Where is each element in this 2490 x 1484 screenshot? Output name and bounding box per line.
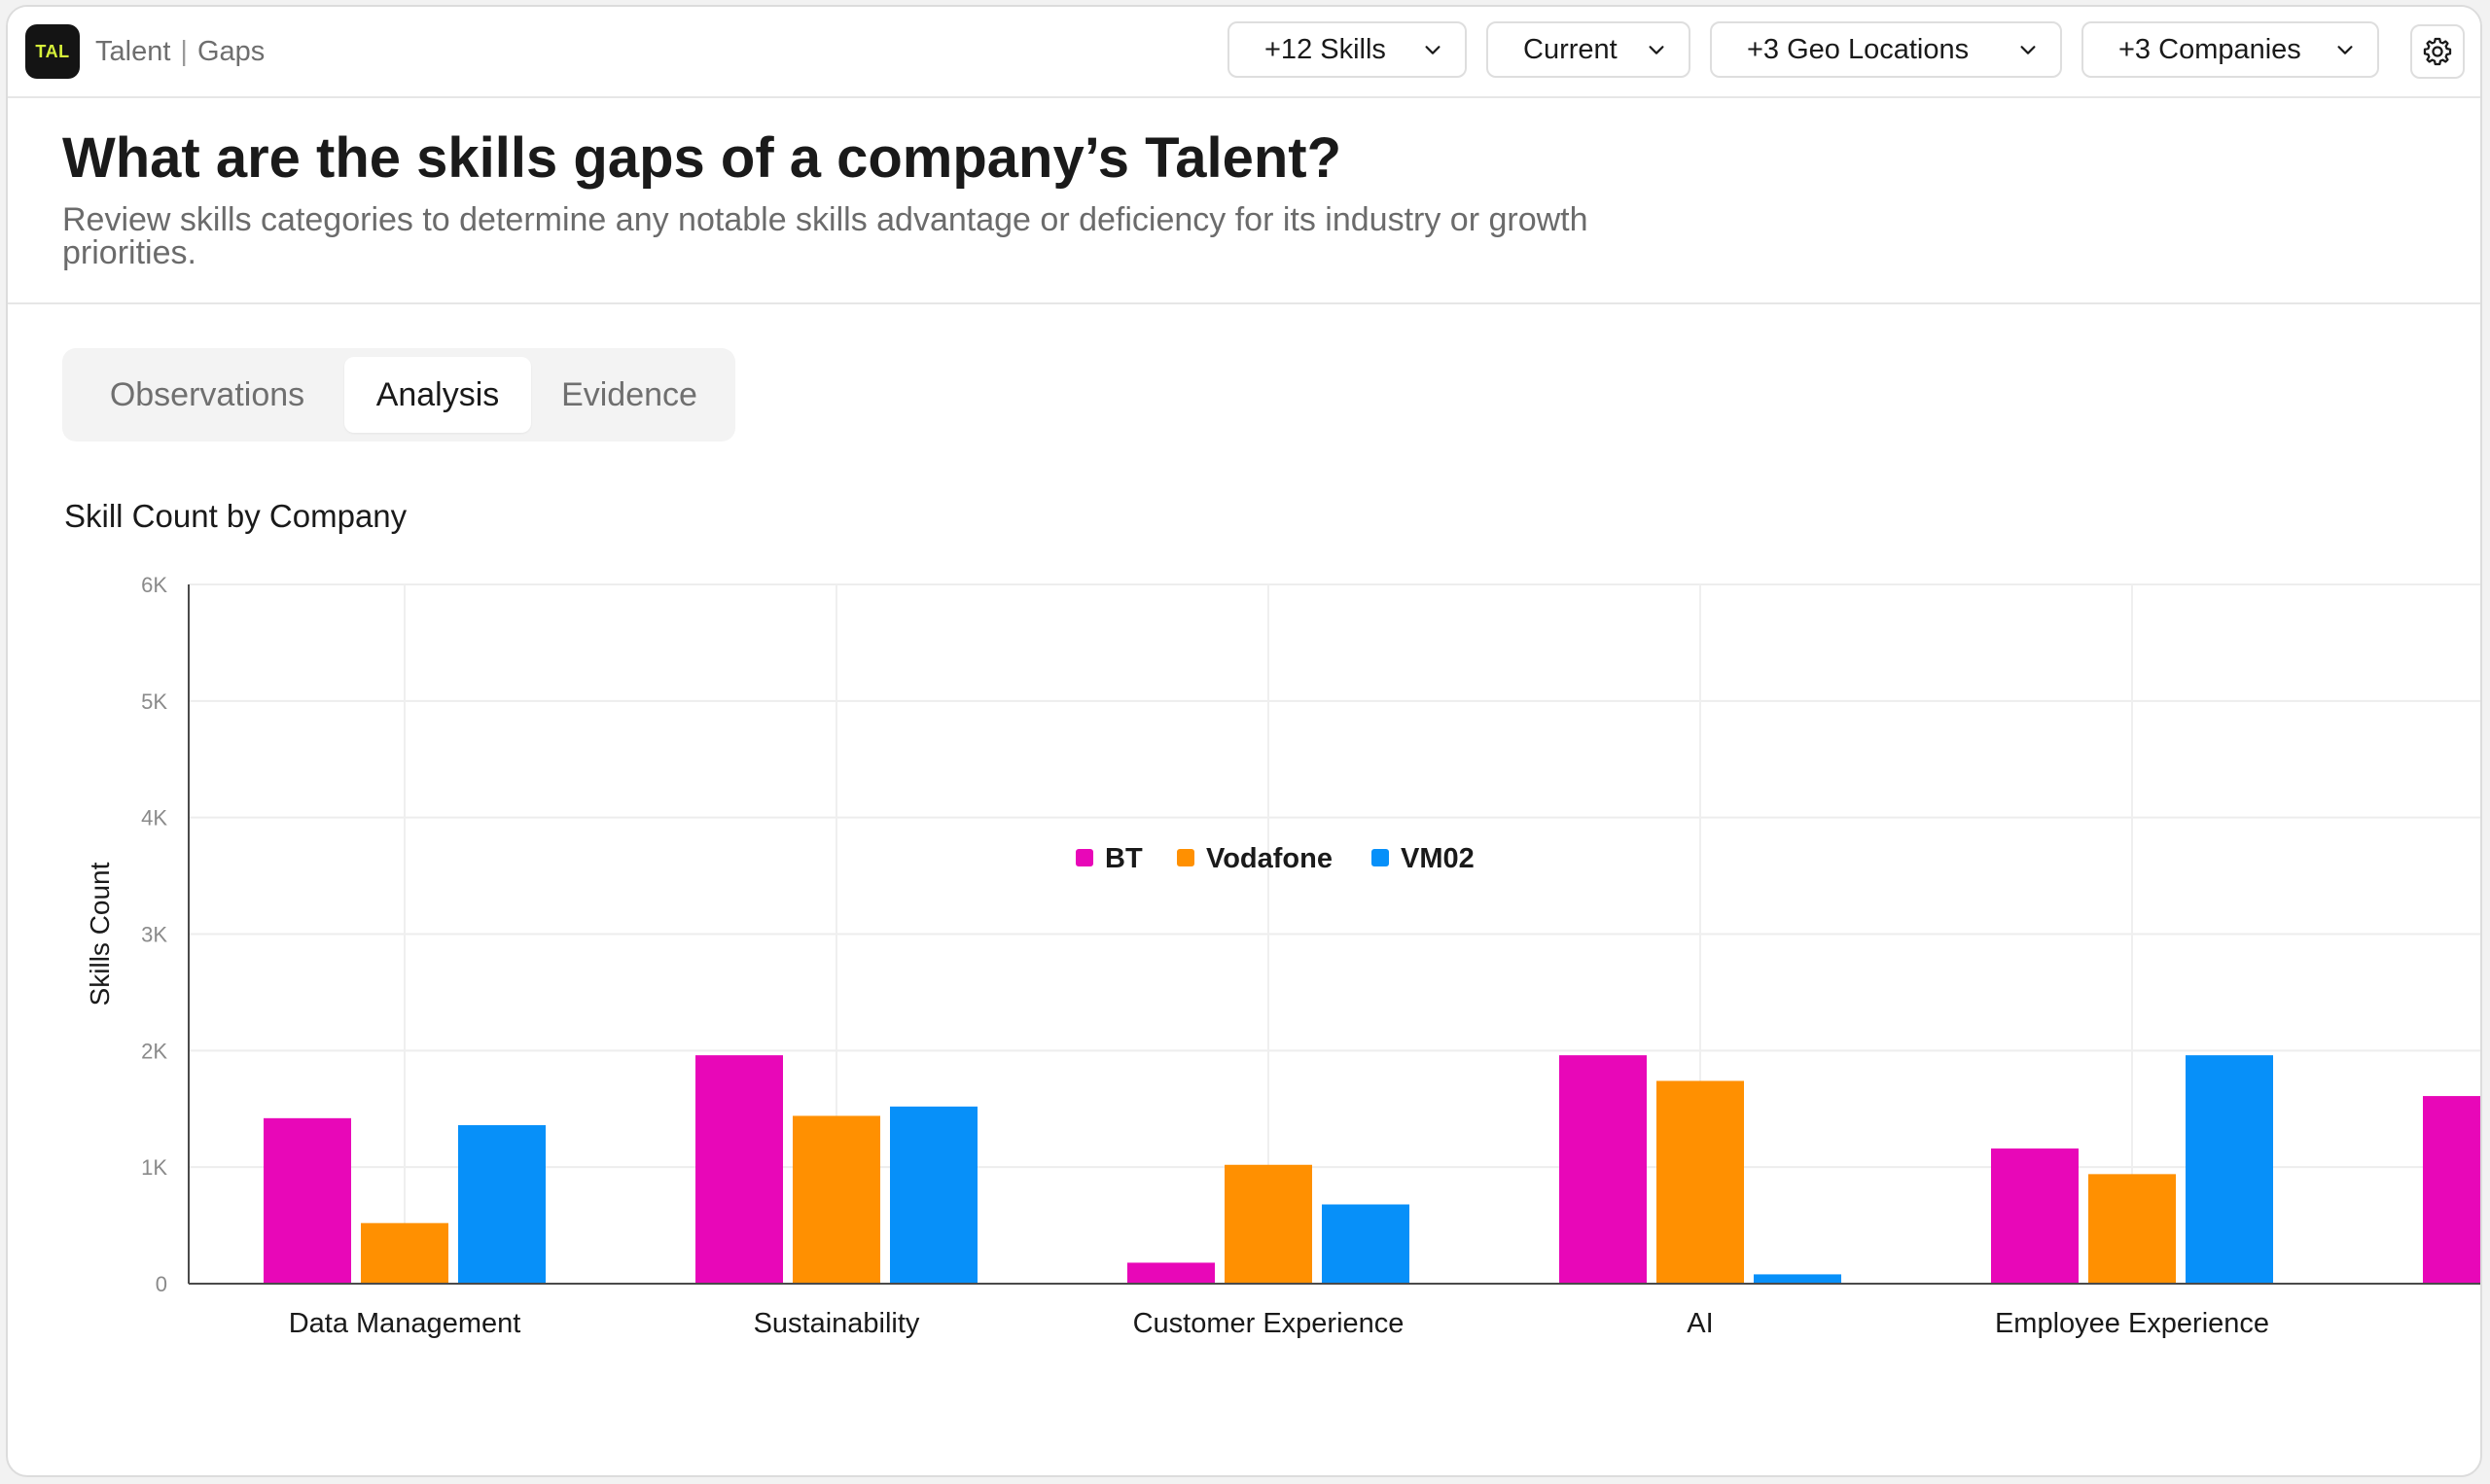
chevron-down-icon — [1425, 46, 1441, 54]
chevron-down-icon — [2020, 46, 2036, 54]
breadcrumb-page: Gaps — [196, 36, 266, 67]
bar-vm02-customer-experience — [1322, 1204, 1409, 1284]
bar-vm02-sustainability — [890, 1106, 978, 1284]
chevron-down-icon — [1649, 46, 1664, 54]
view-tabs: Observations Analysis Evidence — [62, 348, 735, 442]
x-category-label: Sustainability — [754, 1308, 920, 1339]
y-tick-label: 6K — [141, 573, 167, 597]
app-window: TAL Talent | Gaps +12 Skills Current +3 … — [6, 5, 2482, 1477]
y-tick-label: 1K — [141, 1155, 167, 1180]
app-logo: TAL — [25, 24, 80, 79]
tab-observations[interactable]: Observations — [109, 375, 305, 413]
bar-bt-sustainability — [695, 1055, 783, 1284]
bar-vm02-employee-experience — [2186, 1055, 2273, 1284]
bar-bt-employee-experience — [1991, 1148, 2079, 1284]
filter-bar: +12 Skills Current +3 Geo Locations +3 C… — [1227, 21, 2379, 78]
x-category-label: AI — [1687, 1308, 1713, 1339]
tab-analysis[interactable]: Analysis — [344, 357, 531, 433]
time-filter-label: Current — [1523, 33, 1618, 65]
bar-bt-next — [2423, 1096, 2480, 1284]
bar-vodafone-sustainability — [793, 1115, 880, 1284]
skills-filter-label: +12 Skills — [1264, 33, 1386, 65]
legend-swatch-vodafone — [1177, 849, 1194, 866]
bar-vodafone-data-management — [361, 1222, 448, 1284]
gear-icon — [2423, 37, 2452, 66]
y-tick-label: 4K — [141, 806, 167, 830]
legend-swatch-vm02 — [1371, 849, 1389, 866]
y-tick-label: 5K — [141, 689, 167, 714]
geo-filter-dropdown[interactable]: +3 Geo Locations — [1710, 21, 2062, 78]
legend-swatch-bt — [1076, 849, 1093, 866]
skills-filter-dropdown[interactable]: +12 Skills — [1227, 21, 1467, 78]
skill-count-bar-chart: 0 1K 2K 3K 4K 5K 6K Data Management Sustainabili… — [85, 573, 2480, 1339]
bar-vm02-data-management — [458, 1125, 546, 1284]
legend-label-bt: BT — [1105, 843, 1143, 874]
breadcrumb-section[interactable]: Talent — [95, 36, 171, 67]
chart-title: Skill Count by Company — [64, 498, 408, 534]
companies-filter-label: +3 Companies — [2118, 33, 2301, 65]
bar-bt-customer-experience — [1127, 1262, 1215, 1284]
page-title: What are the skills gaps of a company’s … — [62, 126, 1341, 190]
legend-label-vodafone: Vodafone — [1206, 843, 1333, 874]
bar-vm02-ai — [1754, 1274, 1841, 1284]
geo-filter-label: +3 Geo Locations — [1747, 33, 1970, 65]
bar-vodafone-customer-experience — [1225, 1164, 1312, 1284]
y-tick-label: 2K — [141, 1039, 167, 1063]
time-filter-dropdown[interactable]: Current — [1486, 21, 1690, 78]
y-tick-label: 3K — [141, 923, 167, 947]
bar-bt-data-management — [264, 1117, 351, 1284]
page-header: What are the skills gaps of a company’s … — [8, 100, 2480, 304]
breadcrumb-separator: | — [180, 36, 188, 67]
breadcrumb: Talent | Gaps — [95, 36, 265, 68]
companies-filter-dropdown[interactable]: +3 Companies — [2081, 21, 2379, 78]
top-bar: TAL Talent | Gaps +12 Skills Current +3 … — [8, 7, 2480, 98]
x-category-label: Data Management — [289, 1308, 521, 1339]
page-subtitle: Review skills categories to determine an… — [62, 201, 1588, 271]
chevron-down-icon — [2337, 46, 2353, 54]
y-axis-label: Skills Count — [85, 862, 115, 1006]
x-category-label: Customer Experience — [1133, 1308, 1405, 1339]
y-tick-label: 0 — [156, 1272, 167, 1296]
legend-label-vm02: VM02 — [1401, 843, 1475, 874]
x-category-label: Employee Experience — [1995, 1308, 2269, 1339]
bar-vodafone-employee-experience — [2088, 1174, 2176, 1284]
tab-evidence[interactable]: Evidence — [561, 375, 697, 413]
bar-bt-ai — [1559, 1055, 1647, 1284]
settings-button[interactable] — [2410, 24, 2465, 79]
bar-vodafone-ai — [1656, 1080, 1744, 1284]
